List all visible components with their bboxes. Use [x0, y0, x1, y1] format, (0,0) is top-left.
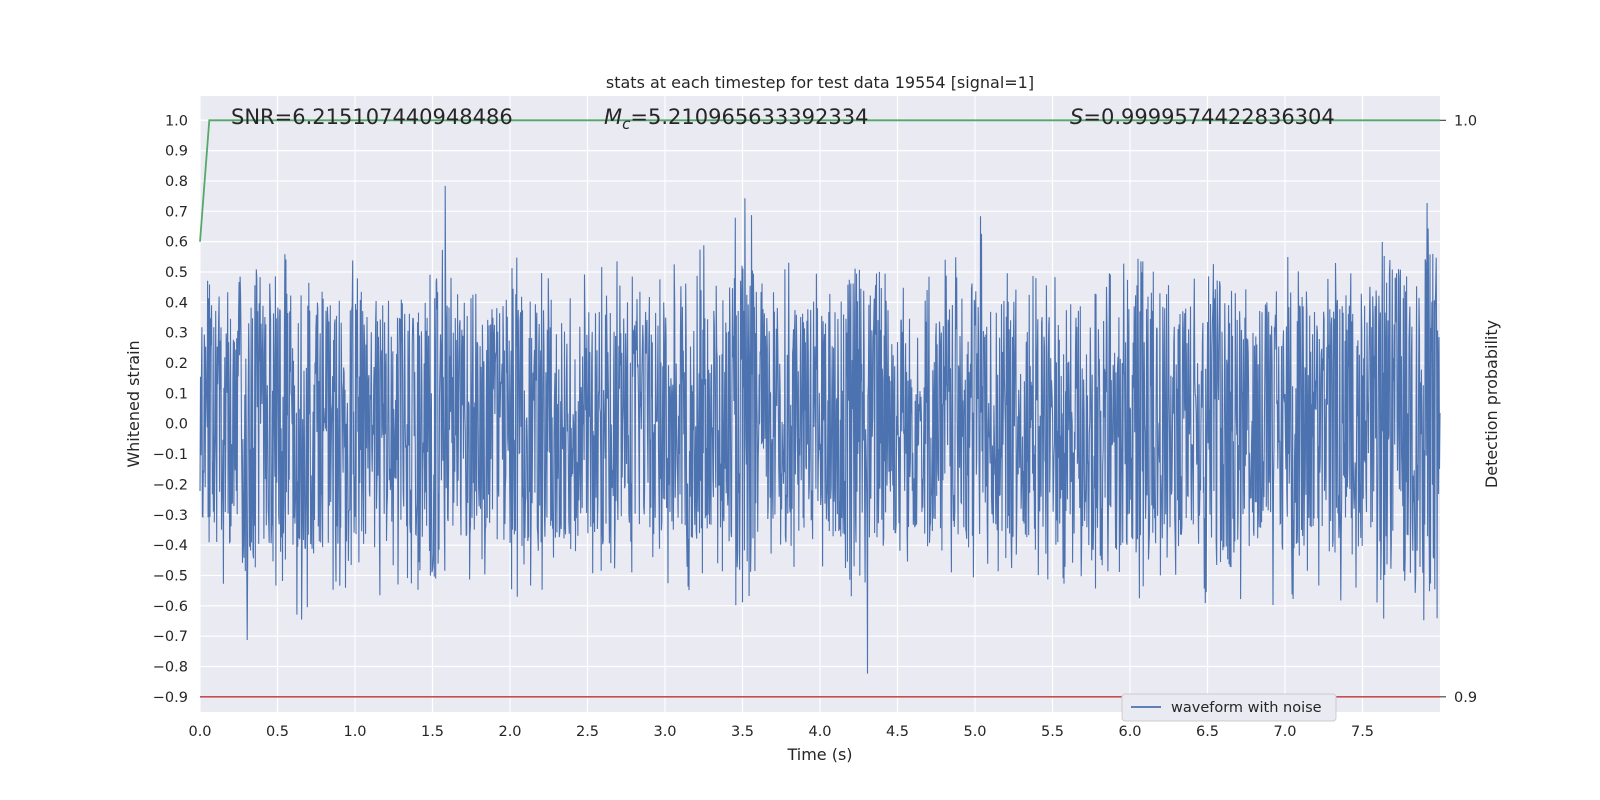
x-axis-label: Time (s) [786, 745, 852, 764]
x-tick-label: 5.0 [963, 724, 986, 740]
y2-tick-labels: 1.0 0.9 [1440, 113, 1477, 706]
x-tick-label: 3.0 [653, 724, 676, 740]
x-tick-labels: 0.0 0.5 1.0 1.5 2.0 2.5 3.0 3.5 4.0 4.5 5.0 5.5 6.0 6… [188, 724, 1374, 740]
y-tick-label: −0.8 [153, 659, 188, 675]
x-tick-label: 3.5 [731, 724, 754, 740]
snr-value: 6.215107440948486 [292, 105, 512, 129]
y-tick-label: 0.2 [165, 356, 188, 372]
y-tick-label: 0.1 [165, 386, 188, 402]
x-tick-label: 5.5 [1041, 724, 1064, 740]
y-tick-label: 0.6 [165, 235, 188, 251]
x-tick-label: 0.5 [266, 724, 289, 740]
y2-tick-label: 1.0 [1454, 113, 1477, 129]
x-tick-label: 0.0 [188, 724, 211, 740]
y-tick-label: −0.3 [153, 508, 188, 524]
y-tick-label: −0.1 [153, 447, 188, 463]
y-tick-label: 0.9 [165, 144, 188, 160]
y-tick-label: −0.2 [153, 477, 188, 493]
y-tick-label: 0.8 [165, 174, 188, 190]
y-tick-label: −0.5 [153, 568, 188, 584]
x-tick-label: 4.0 [808, 724, 831, 740]
y-tick-label: 1.0 [165, 113, 188, 129]
y-tick-labels: 1.0 0.9 0.8 0.7 0.6 0.5 0.4 0.3 0.2 0.1 0.0 −0.1 −0.… [153, 113, 188, 706]
s-value: 0.9999574422836304 [1101, 105, 1335, 129]
y-tick-label: 0.5 [165, 265, 188, 281]
y-tick-label: −0.9 [153, 690, 188, 706]
y-tick-label: −0.6 [153, 599, 188, 615]
s-annotation: S=0.9999574422836304 [1070, 105, 1335, 129]
snr-label: SNR [231, 105, 275, 129]
s-symbol: S [1070, 105, 1083, 129]
y2-tick-label: 0.9 [1454, 690, 1477, 706]
x-tick-label: 2.5 [576, 724, 599, 740]
waveform-path [199, 185, 1441, 674]
y-tick-label: −0.7 [153, 629, 188, 645]
mc-symbol: M [604, 105, 622, 129]
y2-axis-label: Detection probability [1482, 320, 1501, 488]
legend-label: waveform with noise [1171, 700, 1322, 716]
x-tick-label: 7.0 [1273, 724, 1296, 740]
x-tick-label: 6.0 [1118, 724, 1141, 740]
x-tick-label: 1.5 [421, 724, 444, 740]
detection-probability-line [199, 119, 1440, 242]
y-tick-label: −0.4 [153, 538, 188, 554]
mc-annotation: Mc=5.210965633392334 [604, 105, 868, 133]
x-tick-label: 4.5 [886, 724, 909, 740]
y-tick-label: 0.0 [165, 417, 188, 433]
chart-title: stats at each timestep for test data 195… [606, 73, 1034, 92]
x-tick-label: 2.0 [498, 724, 521, 740]
x-tick-label: 1.0 [343, 724, 366, 740]
legend: waveform with noise [1121, 693, 1337, 722]
x-tick-label: 6.5 [1196, 724, 1219, 740]
y-axis-label: Whitened strain [124, 340, 143, 467]
y-tick-label: 0.3 [165, 326, 188, 342]
y-tick-label: 0.4 [165, 295, 188, 311]
y-tick-label: 0.7 [165, 204, 188, 220]
x-tick-label: 7.5 [1351, 724, 1374, 740]
waveform-series [199, 185, 1441, 674]
snr-annotation: SNR=6.215107440948486 [231, 105, 513, 129]
mc-value: 5.210965633392334 [648, 105, 868, 129]
mc-subscript: c [622, 115, 631, 133]
legend-box [1121, 693, 1337, 722]
